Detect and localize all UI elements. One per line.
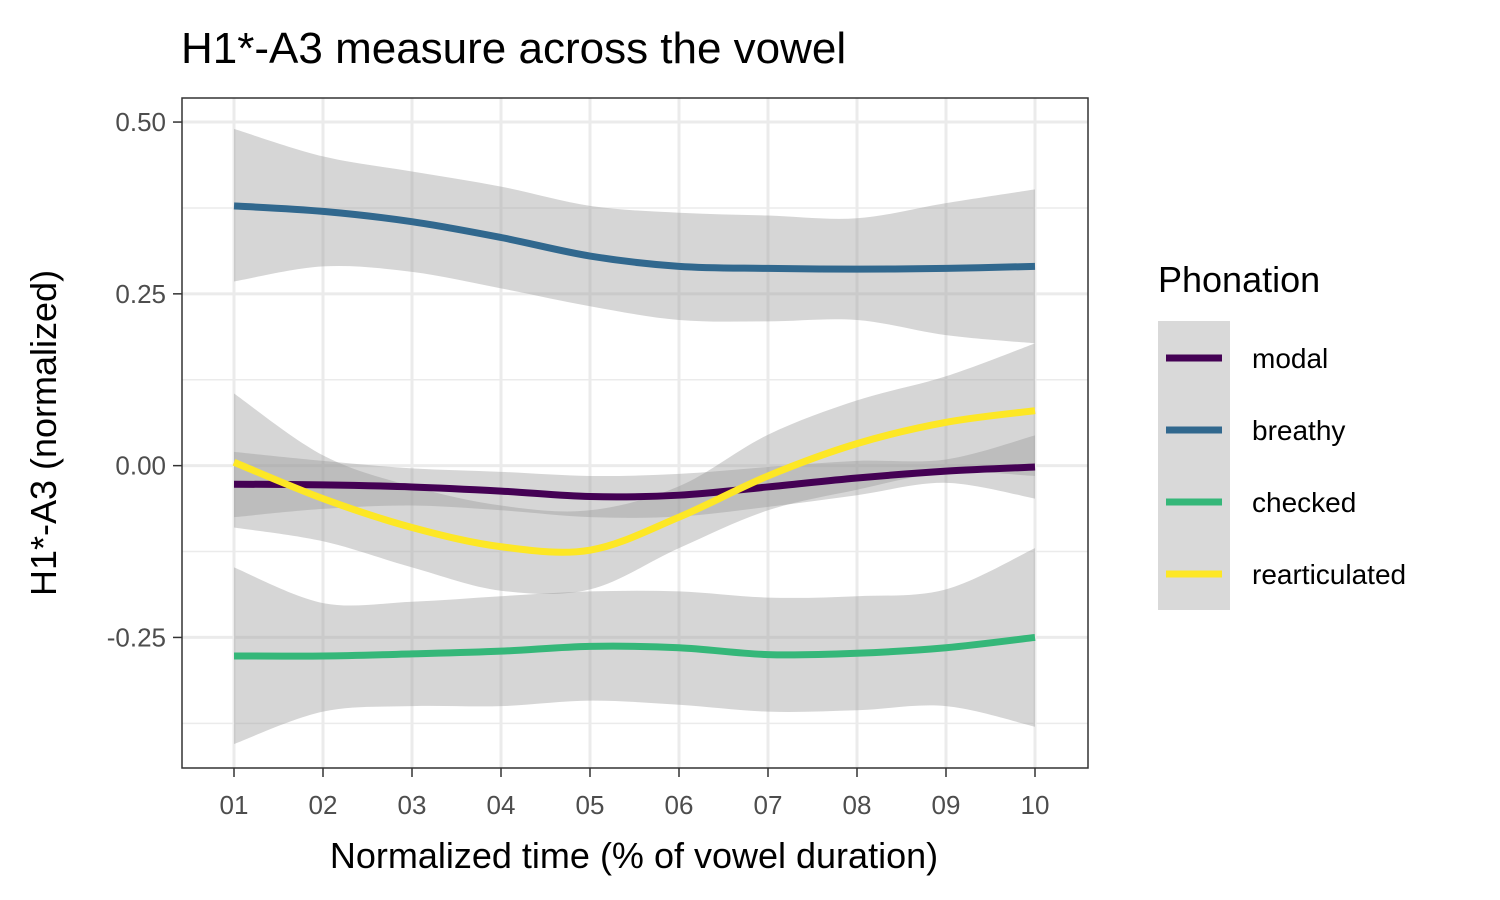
legend: Phonation modal breathy checked rearticulat… <box>1158 259 1406 610</box>
x-axis-title: Normalized time (% of vowel duration) <box>330 835 938 876</box>
x-tick-label: 08 <box>843 790 872 820</box>
series-lines <box>232 202 1036 660</box>
y-axis: 0.50 0.25 0.00 -0.25 <box>107 107 182 652</box>
confidence-band-breathy <box>234 128 1035 344</box>
y-tick-label: 0.00 <box>115 451 166 481</box>
y-axis-title: H1*-A3 (normalized) <box>23 270 64 596</box>
x-axis: 01 02 03 04 05 06 07 08 09 10 <box>220 768 1050 820</box>
panel-border <box>181 97 1089 769</box>
series-line-checked <box>233 633 1036 660</box>
grid-minor <box>182 207 1088 725</box>
x-tick-label: 06 <box>665 790 694 820</box>
y-tick-label: 0.25 <box>115 279 166 309</box>
legend-items: modal breathy checked rearticulated <box>1166 343 1406 590</box>
legend-key-background <box>1158 321 1230 610</box>
x-tick-label: 01 <box>220 790 249 820</box>
x-tick-label: 05 <box>576 790 605 820</box>
chart-title: H1*-A3 measure across the vowel <box>181 24 846 73</box>
x-tick-label: 10 <box>1021 790 1050 820</box>
series-line-modal <box>233 463 1036 501</box>
series-line-breathy <box>233 202 1036 273</box>
x-tick-label: 07 <box>754 790 783 820</box>
legend-label-modal: modal <box>1252 343 1328 374</box>
confidence-band-modal <box>234 435 1035 518</box>
x-tick-label: 09 <box>932 790 961 820</box>
legend-title: Phonation <box>1158 259 1320 300</box>
x-tick-label: 04 <box>487 790 516 820</box>
x-tick-label: 03 <box>398 790 427 820</box>
y-tick-label: -0.25 <box>107 622 166 652</box>
x-tick-label: 02 <box>309 790 338 820</box>
legend-label-rearticulated: rearticulated <box>1252 559 1406 590</box>
legend-label-checked: checked <box>1252 487 1356 518</box>
legend-label-breathy: breathy <box>1252 415 1345 446</box>
y-tick-label: 0.50 <box>115 107 166 137</box>
series-line-rearticulated <box>232 407 1036 556</box>
